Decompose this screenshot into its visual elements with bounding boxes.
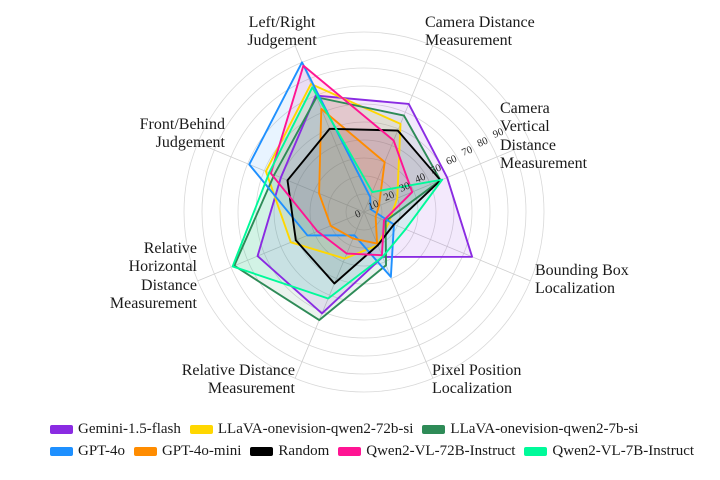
series-fill-LLaVA-onevision-qwen2-7b-si: [234, 97, 441, 321]
series-outline-Qwen2-VL-7B-Instruct: [231, 86, 444, 300]
legend-swatch-LLaVA-onevision-qwen2-7b-si: [422, 425, 446, 434]
legend-swatch-Gemini-1.5-flash: [50, 425, 73, 434]
legend-label: Qwen2-VL-7B-Instruct: [552, 443, 695, 459]
legend: Gemini-1.5-flash LLaVA-onevision-qwen2-72…: [50, 421, 715, 460]
series-outline-GPT-4o-mini: [318, 107, 386, 245]
legend-swatch-Random: [250, 447, 274, 456]
axis-label-pixel-position: Pixel Position Localization: [432, 362, 522, 398]
legend-item-GPT-4o: GPT-4o: [50, 443, 125, 460]
legend-item-Qwen2-VL-72B-Instruct: Qwen2-VL-72B-Instruct: [338, 443, 515, 460]
axis-label-relative-distance: Relative Distance Measurement: [181, 362, 295, 398]
legend-label: Random: [278, 443, 330, 459]
radial-tick-0: 0: [354, 209, 363, 221]
legend-label: GPT-4o: [78, 443, 125, 459]
legend-item-GPT-4o-mini: GPT-4o-mini: [133, 443, 242, 460]
legend-item-Qwen2-VL-7B-Instruct: Qwen2-VL-7B-Instruct: [524, 443, 694, 460]
legend-item-LLaVA-onevision-qwen2-7b-si: LLaVA-onevision-qwen2-7b-si: [422, 421, 638, 438]
radial-tick-90: 90: [491, 127, 505, 141]
series-outline-GPT-4o: [248, 61, 395, 278]
radial-tick-80: 80: [476, 136, 490, 150]
radial-tick-20: 20: [382, 190, 396, 204]
series-outline-Qwen2-VL-72B-Instruct: [269, 64, 414, 257]
radial-tick-60: 60: [445, 154, 459, 168]
radial-tick-70: 70: [460, 145, 474, 159]
series-outline-Gemini-1.5-flash: [256, 94, 474, 315]
legend-label: Qwen2-VL-72B-Instruct: [366, 443, 516, 459]
axis-label-left-right: Left/Right Judgement: [247, 14, 317, 50]
series-fill-GPT-4o: [249, 62, 394, 277]
axis-label-camera-vertical: Camera Vertical Distance Measurement: [500, 100, 588, 173]
axis-label-bounding-box: Bounding Box Localization: [535, 262, 629, 298]
axis-label-front-behind: Front/Behind Judgement: [139, 116, 225, 152]
series-fill-Qwen2-VL-7B-Instruct: [232, 87, 443, 299]
series-fill-GPT-4o-mini: [319, 108, 385, 244]
legend-label: LLaVA-onevision-qwen2-72b-si: [217, 421, 414, 437]
axis-label-camera-distance: Camera Distance Measurement: [425, 14, 535, 50]
legend-swatch-Qwen2-VL-7B-Instruct: [524, 447, 548, 456]
axis-label-relative-horizontal: Relative Horizontal Distance Measurement: [109, 240, 197, 313]
legend-swatch-LLaVA-onevision-qwen2-72b-si: [189, 425, 213, 434]
legend-row-2: GPT-4o GPT-4o-mini Random Qwen2-VL-72B-Inst…: [50, 443, 715, 460]
series-fill-Qwen2-VL-72B-Instruct: [270, 65, 413, 256]
series-outlines: [231, 61, 474, 322]
legend-item-LLaVA-onevision-qwen2-72b-si: LLaVA-onevision-qwen2-72b-si: [189, 421, 414, 438]
legend-swatch-GPT-4o-mini: [133, 447, 157, 456]
legend-label: Gemini-1.5-flash: [78, 421, 181, 437]
legend-swatch-Qwen2-VL-72B-Instruct: [338, 447, 362, 456]
legend-label: GPT-4o-mini: [161, 443, 242, 459]
radial-tick-40: 40: [414, 172, 428, 186]
legend-item-Gemini-1.5-flash: Gemini-1.5-flash: [50, 421, 181, 438]
radial-tick-30: 30: [398, 181, 412, 195]
series-fills: [232, 62, 473, 321]
legend-swatch-GPT-4o: [50, 447, 73, 456]
legend-item-Random: Random: [250, 443, 329, 460]
series-outline-Random: [286, 127, 442, 285]
radial-tick-10: 10: [367, 199, 381, 213]
legend-row-1: Gemini-1.5-flash LLaVA-onevision-qwen2-72…: [50, 421, 715, 438]
legend-label: LLaVA-onevision-qwen2-7b-si: [450, 421, 639, 437]
series-fill-Random: [287, 128, 441, 284]
radial-tick-50: 50: [429, 163, 443, 177]
